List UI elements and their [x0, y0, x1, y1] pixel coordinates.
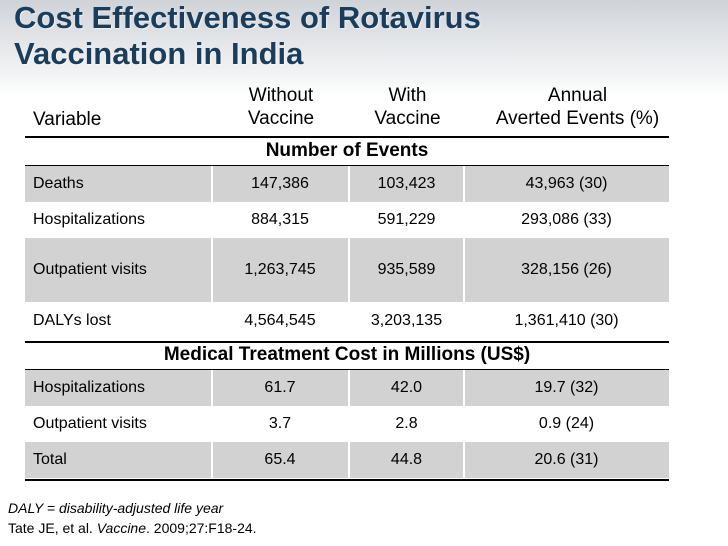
section-title-number-of-events: Number of Events — [265, 140, 429, 161]
header-divider — [25, 136, 669, 138]
header-without-line2: Vaccine — [247, 108, 315, 129]
header-with-line2: Vaccine — [374, 108, 441, 129]
section-divider — [25, 369, 669, 370]
with-vaccine-value: 935,589 — [377, 261, 436, 278]
without-vaccine-value: 1,263,745 — [244, 261, 316, 278]
header-band — [0, 0, 728, 95]
averted-events-value: 293,086 (33) — [521, 211, 612, 228]
table-row: DALYs lost 4,564,545 3,203,135 1,361,410… — [25, 302, 669, 340]
with-vaccine-value: 591,229 — [377, 211, 436, 228]
without-vaccine-value: 3.7 — [268, 415, 292, 432]
header-with-vaccine: With Vaccine — [350, 84, 465, 130]
table-row: Deaths 147,386 103,423 43,963 (30) — [25, 166, 669, 202]
header-with-line1: With — [388, 85, 427, 106]
table-bottom-border — [25, 479, 669, 481]
section-divider — [25, 341, 669, 343]
header-averted-line1: Annual — [547, 85, 608, 106]
table-row: Hospitalizations 884,315 591,229 293,086… — [25, 202, 669, 238]
averted-events-value: 0.9 (24) — [538, 415, 595, 432]
section-title-medical-treatment-cost: Medical Treatment Cost in Millions (US$) — [163, 344, 531, 365]
row-label: Outpatient visits — [33, 261, 147, 278]
header-variable: Variable — [33, 109, 102, 130]
row-label: Outpatient visits — [33, 415, 147, 432]
row-label: Deaths — [33, 175, 84, 192]
citation: Tate JE, et al. Vaccine. 2009;27:F18-24. — [8, 520, 257, 536]
without-vaccine-value: 65.4 — [264, 451, 296, 468]
table-row: Hospitalizations 61.7 42.0 19.7 (32) — [25, 370, 669, 406]
section-divider — [25, 165, 669, 166]
averted-events-value: 328,156 (26) — [521, 261, 612, 278]
averted-events-value: 19.7 (32) — [534, 379, 599, 396]
citation-details: . 2009;27:F18-24. — [146, 520, 257, 536]
row-label: Total — [33, 451, 67, 468]
row-label: DALYs lost — [33, 312, 111, 329]
with-vaccine-value: 2.8 — [395, 415, 418, 432]
daly-footnote: DALY = disability-adjusted life year — [8, 500, 223, 516]
daly-abbreviation: DALY = — [8, 500, 59, 516]
header-without-vaccine: Without Vaccine — [212, 84, 350, 130]
without-vaccine-value: 4,564,545 — [244, 312, 316, 329]
table-row: Outpatient visits 1,263,745 935,589 328,… — [25, 238, 669, 302]
row-label: Hospitalizations — [33, 211, 146, 228]
without-vaccine-value: 147,386 — [251, 175, 309, 192]
table-row: Outpatient visits 3.7 2.8 0.9 (24) — [25, 406, 669, 442]
header-without-line1: Without — [248, 85, 314, 106]
without-vaccine-value: 61.7 — [264, 379, 296, 396]
averted-events-value: 1,361,410 (30) — [514, 312, 619, 329]
with-vaccine-value: 44.8 — [390, 451, 423, 468]
title-line-1: Cost Effectiveness of Rotavirus — [14, 0, 481, 35]
row-label: Hospitalizations — [33, 379, 146, 396]
citation-journal: Vaccine — [96, 520, 147, 536]
with-vaccine-value: 3,203,135 — [370, 312, 443, 329]
slide-title: Cost Effectiveness of Rotavirus Vaccinat… — [14, 0, 714, 72]
with-vaccine-value: 42.0 — [390, 379, 423, 396]
with-vaccine-value: 103,423 — [377, 175, 436, 192]
citation-authors: Tate JE, et al. — [8, 520, 97, 536]
without-vaccine-value: 884,315 — [251, 211, 309, 228]
title-line-2: Vaccination in India — [14, 36, 304, 71]
averted-events-value: 43,963 (30) — [525, 175, 608, 192]
daly-definition: disability-adjusted life year — [59, 500, 224, 516]
header-averted-line2: Averted Events (%) — [495, 108, 660, 129]
averted-events-value: 20.6 (31) — [534, 451, 599, 468]
table-row: Total 65.4 44.8 20.6 (31) — [25, 442, 669, 478]
header-averted-events: Annual Averted Events (%) — [465, 84, 690, 130]
